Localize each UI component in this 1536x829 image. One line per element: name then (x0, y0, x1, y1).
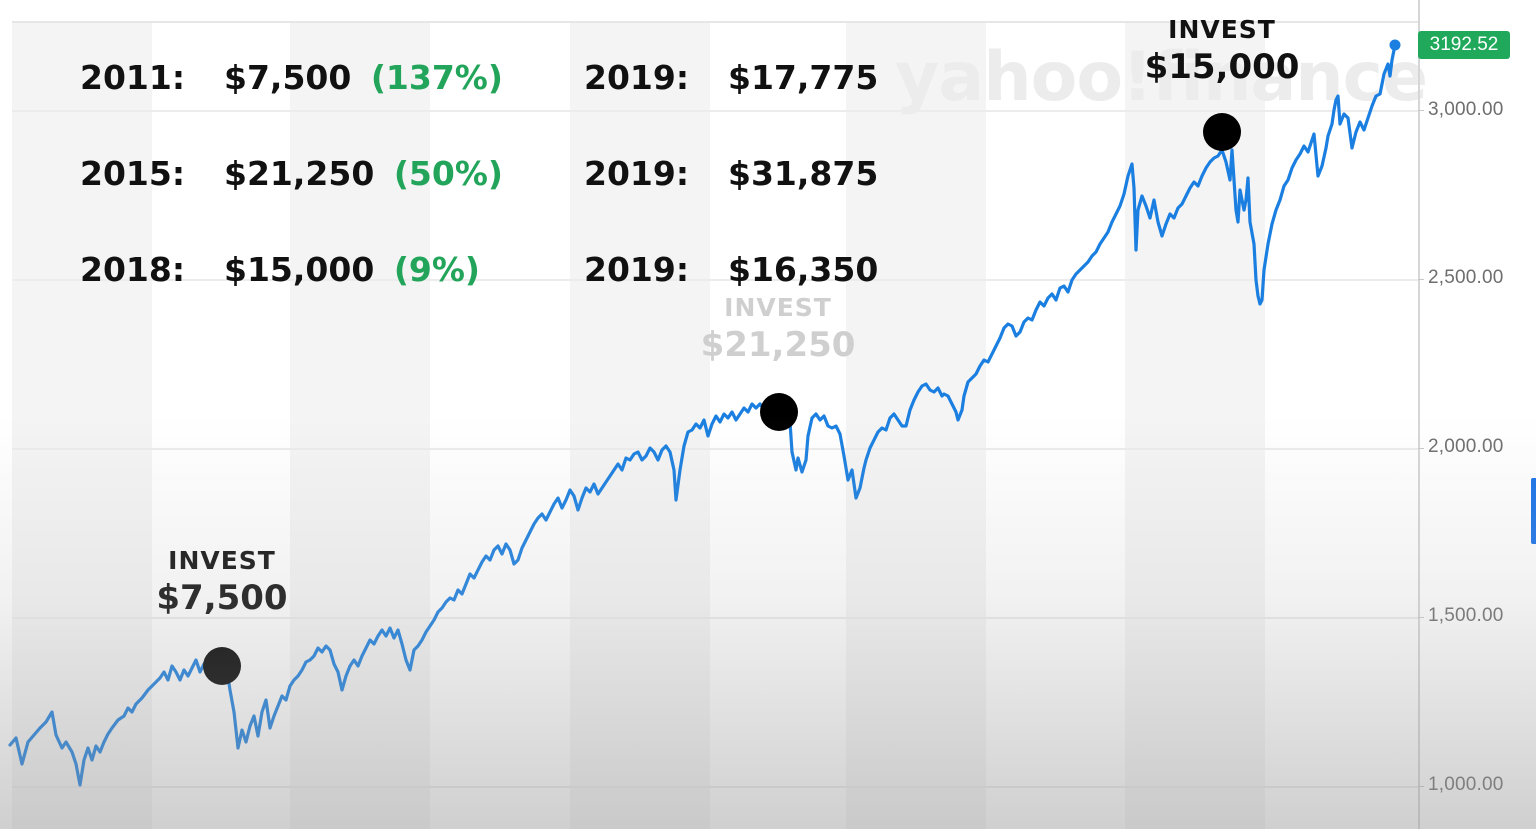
summary-year: 2011: (80, 58, 186, 97)
summary-amount: $17,775 (728, 58, 879, 97)
invest-marker-dot (203, 647, 241, 685)
annotation-amount: $21,250 (700, 325, 856, 365)
summary-row: $31,875 (728, 154, 878, 194)
y-axis (1418, 0, 1420, 829)
last-price-badge: 3192.52 (1418, 31, 1510, 59)
last-price-marker (1389, 39, 1401, 51)
summary-row: $16,350 (728, 250, 878, 290)
summary-row: $15,000 (9%) (224, 250, 480, 290)
summary-row: 2015: (80, 154, 185, 194)
summary-row: 2019: (584, 250, 689, 290)
summary-row: 2011: (80, 58, 185, 98)
chart-top-border (12, 21, 1418, 23)
invest-annotation: INVEST $21,250 (688, 293, 868, 367)
summary-amount: $7,500 (224, 58, 352, 97)
summary-year: 2019: (584, 154, 690, 193)
summary-amount: $31,875 (728, 154, 879, 193)
summary-amount: $16,350 (728, 250, 879, 289)
summary-percent: (137%) (370, 58, 503, 97)
summary-row: $21,250 (50%) (224, 154, 503, 194)
y-tick-label-1500: 1,500.00 (1428, 605, 1504, 626)
annotation-amount: $7,500 (156, 578, 288, 618)
annotation-label: INVEST (168, 546, 276, 575)
scroll-handle[interactable] (1531, 478, 1536, 544)
gridline-2000 (12, 448, 1418, 450)
y-tick (1418, 279, 1424, 280)
chart-band (846, 22, 986, 829)
chart-band (570, 22, 710, 829)
invest-marker-dot (1203, 113, 1241, 151)
summary-row: 2018: (80, 250, 185, 290)
invest-marker-dot (760, 393, 798, 431)
summary-row: 2019: (584, 58, 689, 98)
gridline-2500 (12, 279, 1418, 281)
summary-amount: $21,250 (224, 154, 375, 193)
y-tick-label-3000: 3,000.00 (1428, 99, 1504, 120)
summary-row: 2019: (584, 154, 689, 194)
summary-percent: (50%) (393, 154, 503, 193)
y-tick (1418, 448, 1424, 449)
chart-band (290, 22, 430, 829)
y-tick (1418, 786, 1424, 787)
gridline-3000 (12, 110, 1418, 112)
gridline-1000 (12, 786, 1418, 788)
summary-percent: (9%) (393, 250, 481, 289)
y-tick (1418, 110, 1424, 111)
y-tick-label-1000: 1,000.00 (1428, 774, 1504, 795)
summary-year: 2019: (584, 58, 690, 97)
summary-year: 2018: (80, 250, 186, 289)
gridline-1500 (12, 617, 1418, 619)
summary-year: 2019: (584, 250, 690, 289)
chart-band (12, 22, 152, 829)
y-tick (1418, 617, 1424, 618)
chart-band (1125, 22, 1265, 829)
y-tick-label-2500: 2,500.00 (1428, 267, 1504, 288)
summary-year: 2015: (80, 154, 186, 193)
invest-annotation: INVEST $15,000 (1132, 15, 1312, 89)
summary-row: $7,500 (137%) (224, 58, 503, 98)
invest-annotation: INVEST $7,500 (142, 546, 302, 620)
price-line (8, 43, 1397, 787)
annotation-label: INVEST (724, 293, 832, 322)
y-tick-label-2000: 2,000.00 (1428, 436, 1504, 457)
summary-row: $17,775 (728, 58, 878, 98)
annotation-amount: $15,000 (1144, 47, 1300, 87)
summary-amount: $15,000 (224, 250, 375, 289)
annotation-label: INVEST (1168, 15, 1276, 44)
